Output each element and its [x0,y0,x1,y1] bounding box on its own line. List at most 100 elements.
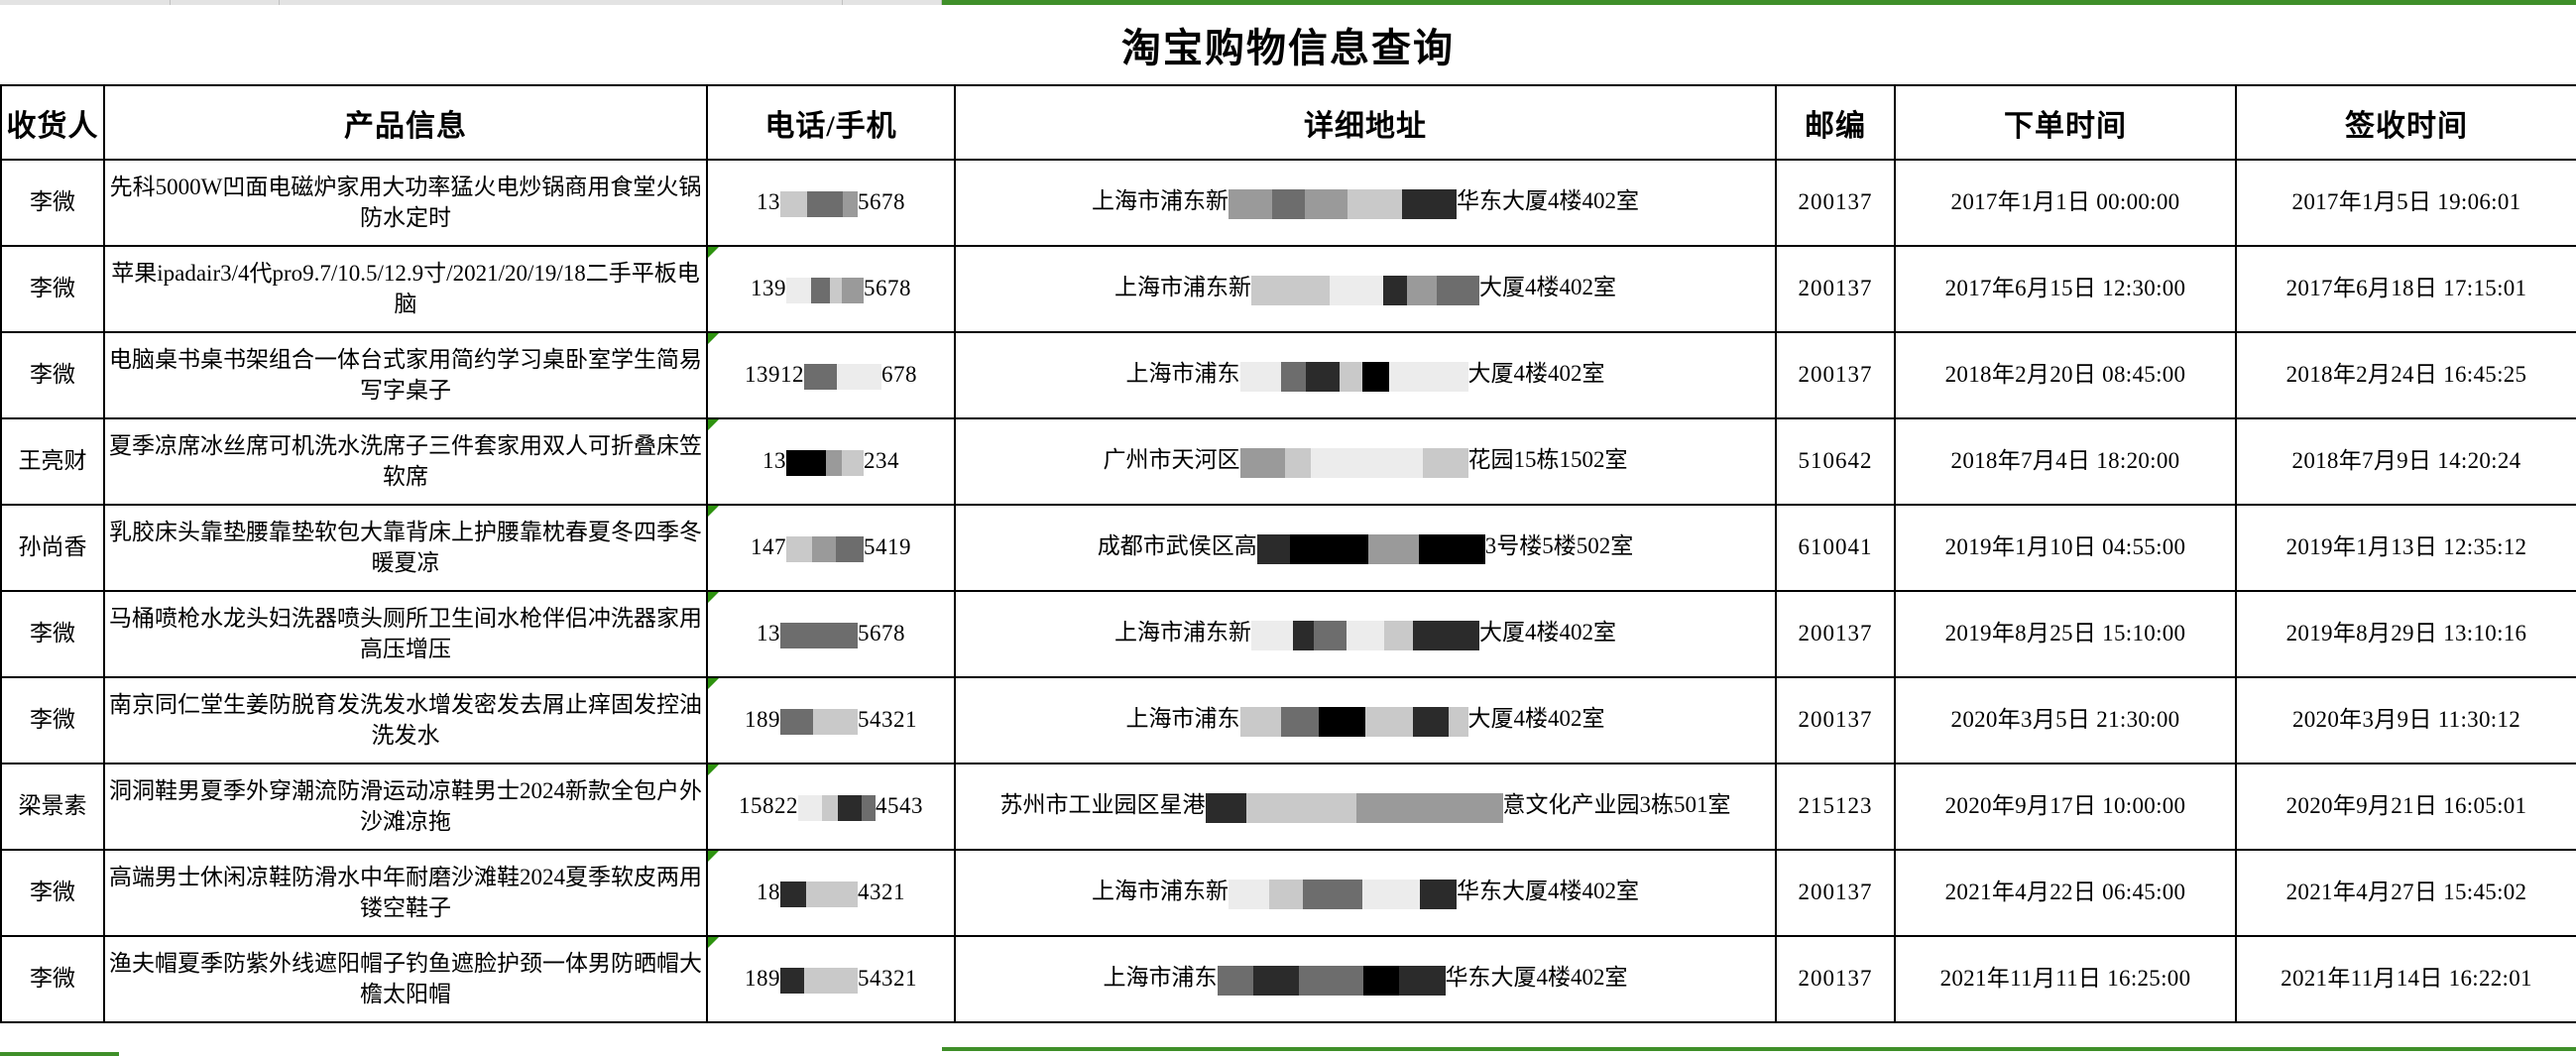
cell-receive-time[interactable]: 2018年2月24日 16:45:25 [2235,331,2576,419]
redaction-block [1330,275,1383,305]
cell-postcode[interactable]: 200137 [1775,331,1896,419]
cell-recipient[interactable]: 李微 [0,849,105,937]
cell-receive-time[interactable]: 2019年1月13日 12:35:12 [2235,504,2576,592]
cell-product-info[interactable]: 高端男士休闲凉鞋防滑水中年耐磨沙滩鞋2024夏季软皮两用镂空鞋子 [103,849,708,937]
redaction-block [780,968,804,995]
cell-phone[interactable]: 13 234 [706,417,956,506]
column-header-postcode[interactable]: 邮编 [1775,84,1896,161]
cell-receive-time[interactable]: 2021年11月14日 16:22:01 [2235,935,2576,1023]
cell-address[interactable]: 上海市浦东 华东大厦4楼402室 [954,935,1777,1023]
redaction-block [1413,620,1453,650]
cell-order-time[interactable]: 2021年4月22日 06:45:00 [1894,849,2237,937]
phone-prefix: 18 [757,879,780,904]
cell-product-info[interactable]: 渔夫帽夏季防紫外线遮阳帽子钓鱼遮脸护颈一体男防晒帽大檐太阳帽 [103,935,708,1023]
cell-postcode[interactable]: 200137 [1775,935,1896,1023]
selection-bottom-edge [942,1047,2576,1051]
cell-phone[interactable]: 13 5678 [706,590,956,678]
cell-address[interactable]: 上海市浦东新 华东大厦4楼402室 [954,849,1777,937]
cell-product-info[interactable]: 苹果ipadair3/4代pro9.7/10.5/12.9寸/2021/20/1… [103,245,708,333]
cell-receive-time[interactable]: 2020年3月9日 11:30:12 [2235,676,2576,764]
redaction-block [812,623,858,649]
cell-phone[interactable]: 189 54321 [706,676,956,764]
cell-phone[interactable]: 15822 4543 [706,763,956,851]
cell-recipient[interactable]: 李微 [0,159,105,247]
cell-error-flag-icon [708,678,719,689]
cell-order-time[interactable]: 2017年6月15日 12:30:00 [1894,245,2237,333]
cell-phone[interactable]: 139 5678 [706,245,956,333]
cell-order-time[interactable]: 2019年1月10日 04:55:00 [1894,504,2237,592]
cell-address[interactable]: 上海市浦东新 大厦4楼402室 [954,245,1777,333]
cell-phone[interactable]: 18 4321 [706,849,956,937]
cell-phone[interactable]: 189 54321 [706,935,956,1023]
cell-address[interactable]: 上海市浦东 大厦4楼402室 [954,331,1777,419]
cell-postcode[interactable]: 510642 [1775,417,1896,506]
cell-order-time[interactable]: 2021年11月11日 16:25:00 [1894,935,2237,1023]
cell-address[interactable]: 广州市天河区 花园15栋1502室 [954,417,1777,506]
cell-phone[interactable]: 13 5678 [706,159,956,247]
cell-postcode[interactable]: 215123 [1775,763,1896,851]
redaction-block [1398,965,1446,996]
cell-recipient[interactable]: 李微 [0,331,105,419]
column-header-recipient[interactable]: 收货人 [0,84,105,161]
cell-product-info[interactable]: 洞洞鞋男夏季外穿潮流防滑运动凉鞋男士2024新款全包户外沙滩凉拖 [103,763,708,851]
cell-recipient[interactable]: 王亮财 [0,417,105,506]
redaction-block [1303,879,1345,909]
redaction-block [1280,361,1306,392]
cell-product-info[interactable]: 先科5000W凹面电磁炉家用大功率猛火电炒锅商用食堂火锅防水定时 [103,159,708,247]
cell-receive-time[interactable]: 2020年9月21日 16:05:01 [2235,763,2576,851]
cell-phone[interactable]: 13912 678 [706,331,956,419]
cell-recipient[interactable]: 孙尚香 [0,504,105,592]
redaction-block [1451,792,1503,823]
cell-recipient[interactable]: 李微 [0,676,105,764]
cell-product-info[interactable]: 南京同仁堂生姜防脱育发洗发水增发密发去屑止痒固发控油洗发水 [103,676,708,764]
cell-address[interactable]: 苏州市工业园区星港 意文化产业园3栋501室 [954,763,1777,851]
column-header-order-time[interactable]: 下单时间 [1894,84,2237,161]
column-header-address[interactable]: 详细地址 [954,84,1777,161]
cell-postcode[interactable]: 200137 [1775,849,1896,937]
column-header-product[interactable]: 产品信息 [103,84,708,161]
cell-postcode[interactable]: 200137 [1775,159,1896,247]
cell-address[interactable]: 上海市浦东 大厦4楼402室 [954,676,1777,764]
phone-prefix: 13 [762,447,786,473]
cell-order-time[interactable]: 2020年9月17日 10:00:00 [1894,763,2237,851]
column-header-receive-time[interactable]: 签收时间 [2235,84,2576,161]
cell-order-time[interactable]: 2017年1月1日 00:00:00 [1894,159,2237,247]
cell-phone[interactable]: 147 5419 [706,504,956,592]
cell-recipient[interactable]: 梁景素 [0,763,105,851]
cell-order-time[interactable]: 2020年3月5日 21:30:00 [1894,676,2237,764]
cell-product-info[interactable]: 电脑桌书桌书架组合一体台式家用简约学习桌卧室学生简易写字桌子 [103,331,708,419]
redaction-block [812,536,836,563]
table-row: 李微 先科5000W凹面电磁炉家用大功率猛火电炒锅商用食堂火锅防水定时 13 5678… [0,159,2576,247]
cell-order-time[interactable]: 2018年2月20日 08:45:00 [1894,331,2237,419]
cell-recipient[interactable]: 李微 [0,245,105,333]
cell-address[interactable]: 成都市武侯区高 3号楼5楼502室 [954,504,1777,592]
table-row: 李微 南京同仁堂生姜防脱育发洗发水增发密发去屑止痒固发控油洗发水 189 54321 上… [0,676,2576,764]
table-row: 李微 电脑桌书桌书架组合一体台式家用简约学习桌卧室学生简易写字桌子 13912 678… [0,331,2576,419]
cell-product-info[interactable]: 马桶喷枪水龙头妇洗器喷头厕所卫生间水枪伴侣冲洗器家用高压增压 [103,590,708,678]
phone-prefix: 139 [751,275,786,300]
cell-receive-time[interactable]: 2019年8月29日 13:10:16 [2235,590,2576,678]
cell-address[interactable]: 上海市浦东新 华东大厦4楼402室 [954,159,1777,247]
cell-receive-time[interactable]: 2018年7月9日 14:20:24 [2235,417,2576,506]
cell-order-time[interactable]: 2018年7月4日 18:20:00 [1894,417,2237,506]
phone-prefix: 189 [745,965,780,991]
cell-postcode[interactable]: 200137 [1775,590,1896,678]
cell-product-info[interactable]: 乳胶床头靠垫腰靠垫软包大靠背床上护腰靠枕春夏冬四季冬暖夏凉 [103,504,708,592]
cell-postcode[interactable]: 200137 [1775,245,1896,333]
address-prefix: 上海市浦东新 [1114,275,1251,300]
cell-address[interactable]: 上海市浦东新 大厦4楼402室 [954,590,1777,678]
phone-prefix: 13 [757,188,780,214]
cell-receive-time[interactable]: 2017年6月18日 17:15:01 [2235,245,2576,333]
cell-receive-time[interactable]: 2017年1月5日 19:06:01 [2235,159,2576,247]
cell-postcode[interactable]: 610041 [1775,504,1896,592]
cell-postcode[interactable]: 200137 [1775,676,1896,764]
address-prefix: 上海市浦东新 [1114,620,1251,646]
redaction-block [1347,620,1384,650]
redaction-block [1298,965,1363,996]
cell-recipient[interactable]: 李微 [0,935,105,1023]
cell-recipient[interactable]: 李微 [0,590,105,678]
cell-order-time[interactable]: 2019年8月25日 15:10:00 [1894,590,2237,678]
column-header-phone[interactable]: 电话/手机 [706,84,956,161]
cell-product-info[interactable]: 夏季凉席冰丝席可机洗水洗席子三件套家用双人可折叠床笠软席 [103,417,708,506]
cell-receive-time[interactable]: 2021年4月27日 15:45:02 [2235,849,2576,937]
